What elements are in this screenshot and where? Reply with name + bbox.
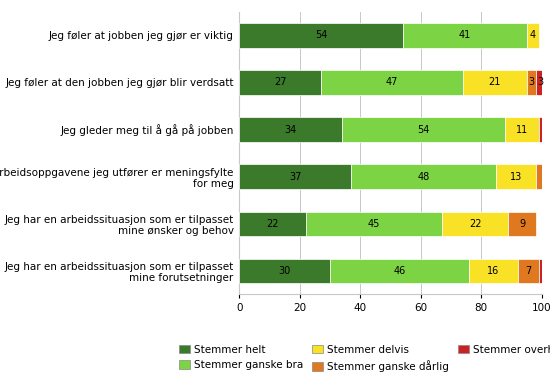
Text: 37: 37 — [289, 172, 301, 182]
Text: 34: 34 — [284, 124, 297, 135]
Bar — [239, 70, 321, 95]
Bar — [330, 259, 469, 283]
Text: 54: 54 — [315, 30, 327, 40]
Bar — [505, 117, 539, 142]
Text: 45: 45 — [367, 219, 380, 229]
Text: 4: 4 — [530, 30, 536, 40]
Bar — [321, 70, 463, 95]
Text: 16: 16 — [487, 266, 499, 276]
Text: 46: 46 — [393, 266, 406, 276]
Bar — [538, 117, 542, 142]
Bar — [518, 259, 538, 283]
Text: 27: 27 — [274, 77, 287, 87]
Text: 11: 11 — [516, 124, 528, 135]
Text: 22: 22 — [469, 219, 481, 229]
Bar — [306, 211, 442, 236]
Bar — [239, 117, 342, 142]
Bar — [403, 23, 527, 48]
Bar — [536, 70, 545, 95]
Bar — [442, 211, 508, 236]
Text: 3: 3 — [528, 77, 534, 87]
Bar — [239, 259, 330, 283]
Bar — [527, 23, 539, 48]
Bar — [527, 70, 536, 95]
Text: 48: 48 — [417, 172, 430, 182]
Bar — [351, 165, 496, 189]
Bar — [496, 165, 536, 189]
Text: 22: 22 — [266, 219, 279, 229]
Text: 41: 41 — [459, 30, 471, 40]
Bar — [469, 259, 518, 283]
Text: 9: 9 — [519, 219, 525, 229]
Bar — [239, 211, 306, 236]
Text: 54: 54 — [417, 124, 430, 135]
Text: 30: 30 — [278, 266, 291, 276]
Bar — [239, 165, 351, 189]
Text: 7: 7 — [525, 266, 531, 276]
Text: 47: 47 — [386, 77, 398, 87]
Text: 13: 13 — [510, 172, 522, 182]
Legend: Stemmer helt, Stemmer ganske bra, Stemmer delvis, Stemmer ganske dårlig, Stemmer: Stemmer helt, Stemmer ganske bra, Stemme… — [179, 345, 550, 372]
Bar — [508, 211, 536, 236]
Text: 21: 21 — [488, 77, 501, 87]
Bar — [463, 70, 527, 95]
Bar — [538, 259, 542, 283]
Bar — [342, 117, 505, 142]
Text: 3: 3 — [537, 77, 543, 87]
Bar — [536, 165, 542, 189]
Bar — [239, 23, 403, 48]
